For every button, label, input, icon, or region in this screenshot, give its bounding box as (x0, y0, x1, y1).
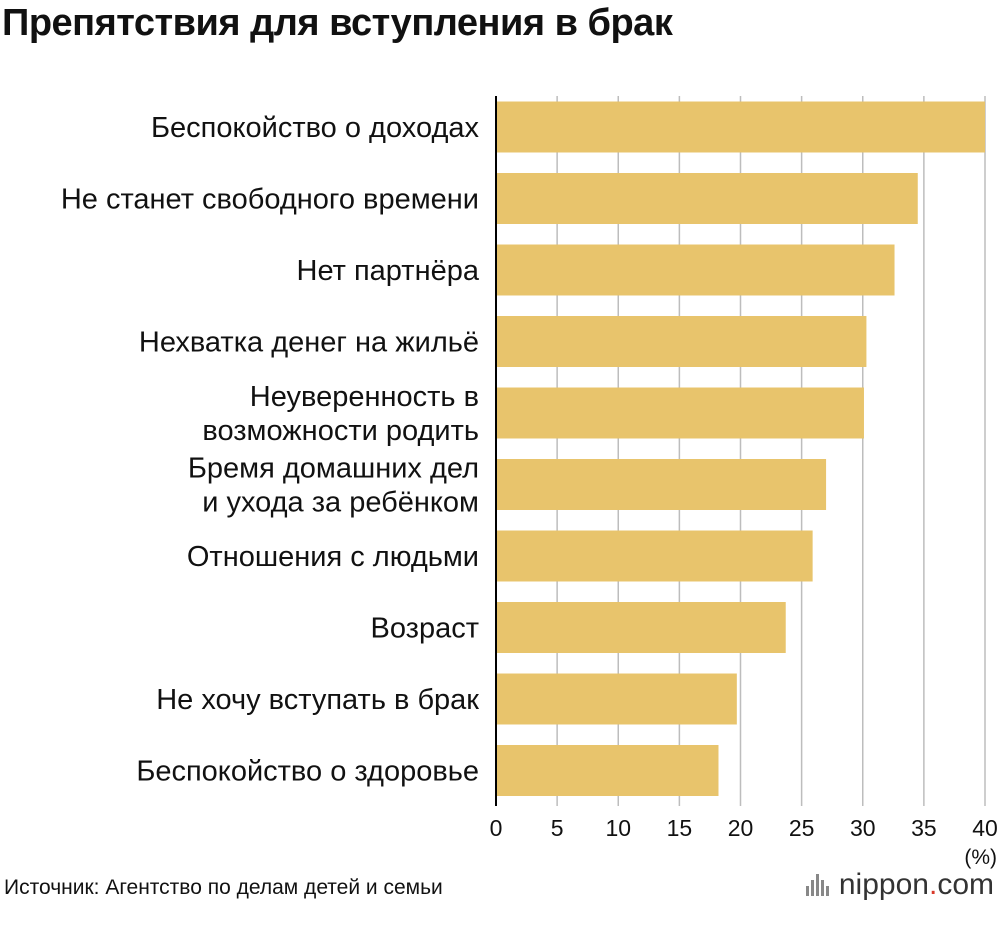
category-label: Нехватка денег на жильё (139, 327, 479, 359)
category-label: Отношения с людьми (187, 541, 479, 573)
category-label: Возраст (371, 613, 479, 645)
logo-tld: com (937, 868, 994, 901)
logo-mark-icon (805, 874, 831, 896)
category-label: Не хочу вступать в брак (156, 684, 479, 716)
source-note: Источник: Агентство по делам детей и сем… (4, 876, 443, 899)
logo-dot: . (928, 868, 938, 901)
x-tick-label: 5 (551, 815, 564, 841)
bar-chart: 0 5 10 15 20 25 30 35 40 (%) Беспокойство о доход… (61, 96, 998, 869)
bar (496, 602, 786, 653)
nippon-logo[interactable]: nippon. com (805, 868, 994, 902)
category-labels: Беспокойство о доходах Не станет свободно… (61, 112, 480, 788)
bar (496, 244, 895, 296)
x-tick-label: 15 (667, 815, 693, 841)
bar (496, 101, 985, 153)
x-tick-label: 25 (789, 815, 815, 841)
category-label: Беспокойство о доходах (151, 112, 480, 144)
x-tick-label: 10 (605, 815, 631, 841)
x-tick-label: 35 (911, 815, 937, 841)
logo-name: nippon (838, 868, 929, 901)
category-label: Нет партнёра (297, 255, 480, 287)
x-tick-label: 20 (728, 815, 754, 841)
chart-title: Препятствия для вступления в брак (2, 2, 673, 44)
x-unit-label: (%) (964, 846, 997, 869)
category-label: Бремя домашних дел и ухода за ребёнком (188, 453, 479, 519)
value-axis: 0 5 10 15 20 25 30 35 40 (%) (490, 96, 998, 869)
bar (496, 745, 719, 796)
bar (496, 459, 827, 510)
category-label: Не станет свободного времени (61, 184, 479, 216)
bar (496, 316, 867, 367)
x-tick-label: 40 (972, 815, 998, 841)
bar (496, 387, 864, 439)
bars (496, 101, 985, 796)
x-tick-label: 30 (850, 815, 876, 841)
bar (496, 530, 813, 582)
category-label: Беспокойство о здоровье (136, 756, 479, 788)
bar (496, 173, 918, 224)
x-tick-label: 0 (490, 815, 503, 841)
bar (496, 673, 737, 725)
category-label: Неуверенность в возможности родить (202, 381, 479, 447)
